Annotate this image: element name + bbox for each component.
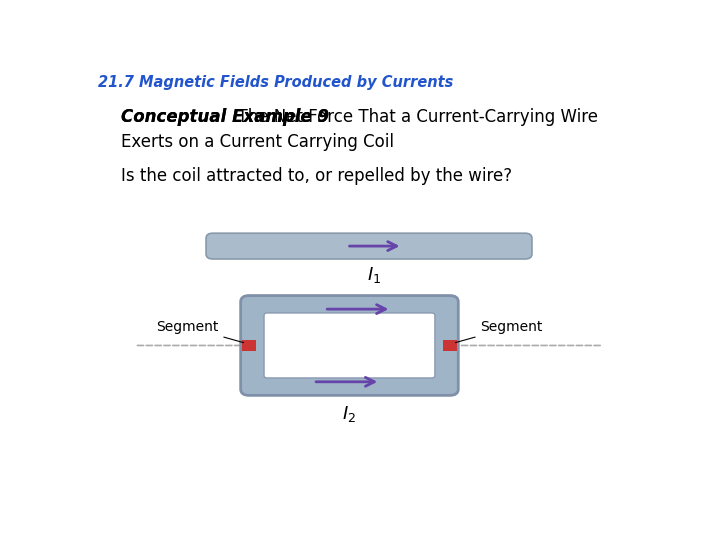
FancyBboxPatch shape: [264, 313, 435, 378]
FancyBboxPatch shape: [242, 340, 256, 351]
Text: Conceptual Example 9: Conceptual Example 9: [121, 109, 329, 126]
Text: 21.7 Magnetic Fields Produced by Currents: 21.7 Magnetic Fields Produced by Current…: [99, 75, 454, 90]
FancyBboxPatch shape: [206, 233, 532, 259]
Text: $I_2$: $I_2$: [343, 404, 356, 424]
Text: Conceptual Example 9  The Net Force That a Current-Carrying Wire: Conceptual Example 9 The Net Force That …: [121, 109, 678, 126]
Text: Conceptual Example 9: Conceptual Example 9: [121, 109, 329, 126]
Text: Is the coil attracted to, or repelled by the wire?: Is the coil attracted to, or repelled by…: [121, 167, 512, 185]
Text: The Net Force That a Current-Carrying Wire: The Net Force That a Current-Carrying Wi…: [227, 109, 598, 126]
FancyBboxPatch shape: [240, 295, 458, 395]
Text: Segment: Segment: [156, 320, 243, 343]
Text: Segment: Segment: [455, 320, 543, 343]
Text: $I_1$: $I_1$: [367, 265, 382, 285]
FancyBboxPatch shape: [443, 340, 457, 351]
Text: Exerts on a Current Carrying Coil: Exerts on a Current Carrying Coil: [121, 133, 394, 151]
